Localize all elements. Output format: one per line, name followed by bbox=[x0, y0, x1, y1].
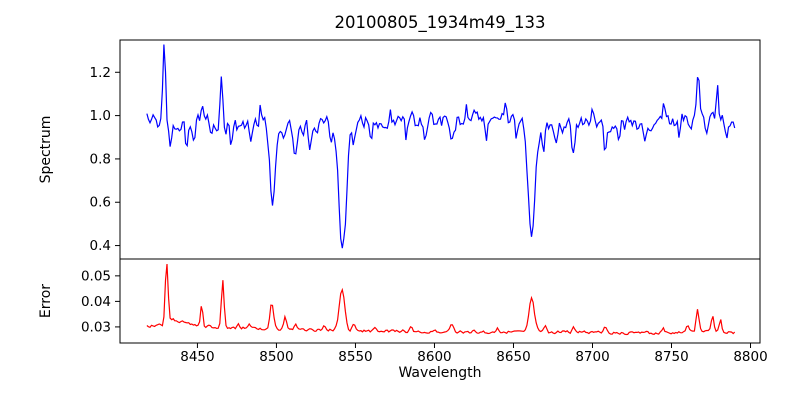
y-tick-label: 0.6 bbox=[90, 195, 111, 211]
x-tick-label: 8800 bbox=[733, 349, 767, 365]
x-tick-label: 8700 bbox=[575, 349, 609, 365]
y-tick-label: 0.8 bbox=[90, 151, 111, 167]
x-tick-label: 8500 bbox=[259, 349, 293, 365]
y-tick-label: 0.05 bbox=[81, 268, 111, 284]
spectrum-panel-border bbox=[119, 39, 761, 260]
x-axis-label: Wavelength bbox=[398, 365, 481, 381]
y-tick-label: 0.4 bbox=[90, 238, 111, 254]
x-tick-label: 8650 bbox=[496, 349, 530, 365]
error-line bbox=[146, 263, 736, 336]
y-tick-label: 1.0 bbox=[90, 108, 111, 124]
y-tick-label: 0.03 bbox=[81, 319, 111, 335]
spectrum-line bbox=[146, 44, 736, 249]
x-tick-label: 8600 bbox=[417, 349, 451, 365]
y-tick-label: 1.2 bbox=[90, 65, 111, 81]
x-tick-label: 8450 bbox=[180, 349, 214, 365]
y-axis-label-error: Error bbox=[38, 284, 54, 318]
y-axis-label-spectrum: Spectrum bbox=[38, 116, 54, 184]
chart-title: 20100805_1934m49_133 bbox=[334, 13, 545, 33]
x-tick-label: 8750 bbox=[654, 349, 688, 365]
y-tick-label: 0.04 bbox=[81, 294, 111, 310]
x-tick-label: 8550 bbox=[338, 349, 372, 365]
